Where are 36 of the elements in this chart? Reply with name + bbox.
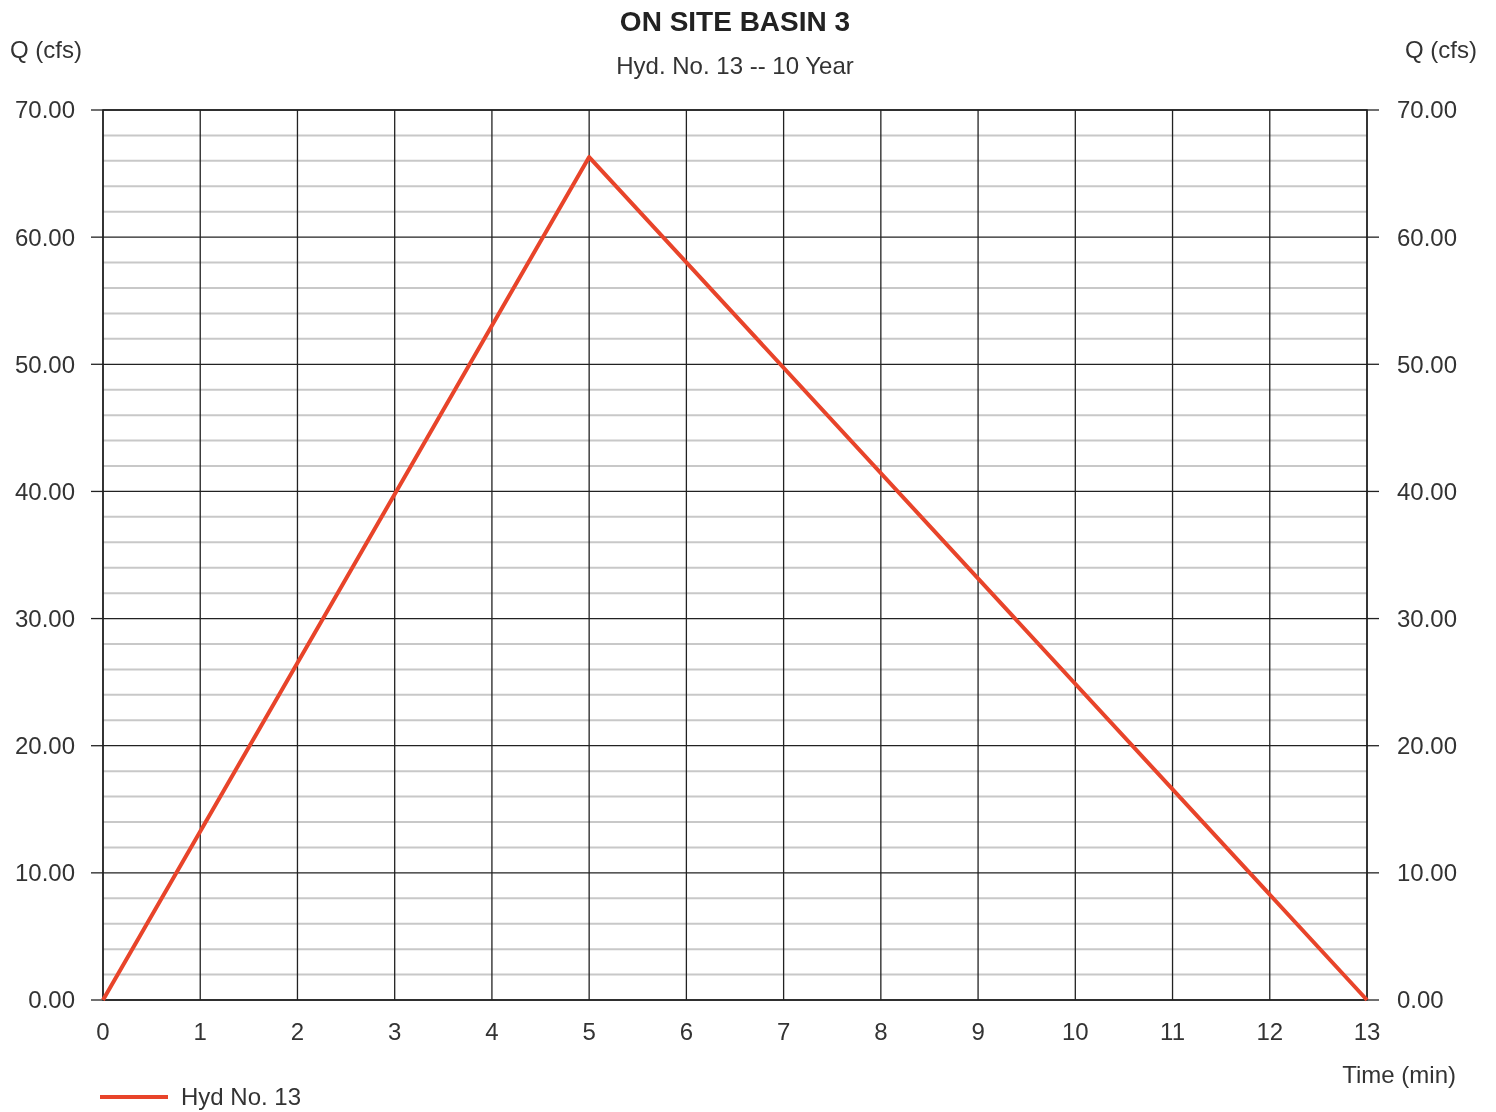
x-tick-label: 5 [582,1018,596,1045]
y-tick-label: 50.00 [14,350,75,378]
legend-label: Hyd No. 13 [181,1083,302,1111]
y2-tick-label: 0.00 [1397,986,1444,1014]
x-tick-label: 13 [1353,1018,1381,1045]
x-tick-label: 11 [1160,1018,1185,1045]
y2-axis-title: Q (cfs) [1405,36,1477,63]
y-tick-label: 30.00 [14,604,75,632]
y-tick-label: 40.00 [14,477,75,505]
y2-tick-label: 10.00 [1397,859,1458,887]
y2-tick-label: 20.00 [1397,732,1458,760]
x-tick-label: 9 [971,1018,985,1045]
x-tick-label: 7 [776,1018,791,1045]
x-axis-title: Time (min) [1342,1061,1456,1088]
y2-tick-label: 40.00 [1397,477,1458,505]
y2-tick-label: 70.00 [1397,96,1458,124]
y-tick-label: 70.00 [14,96,75,124]
y-axis-title: Q (cfs) [10,36,82,63]
x-tick-label: 10 [1061,1018,1089,1045]
y-tick-label: 0.00 [28,986,75,1014]
x-tick-label: 6 [679,1018,694,1045]
y2-tick-label: 50.00 [1397,350,1458,378]
y-tick-label: 10.00 [14,859,75,887]
x-tick-label: 2 [290,1018,305,1045]
x-tick-label: 8 [874,1018,888,1045]
y2-tick-label: 30.00 [1397,604,1458,632]
chart-title: ON SITE BASIN 3 [619,6,851,37]
y-tick-label: 20.00 [14,732,75,760]
x-tick-label: 1 [193,1018,207,1045]
x-tick-label: 4 [485,1018,499,1045]
y-tick-label: 60.00 [14,223,75,251]
x-tick-label: 3 [388,1018,402,1045]
chart-subtitle: Hyd. No. 13 -- 10 Year [616,52,854,79]
x-tick-label: 0 [96,1018,110,1045]
x-tick-label: 12 [1256,1018,1284,1045]
y2-tick-label: 60.00 [1397,223,1458,251]
